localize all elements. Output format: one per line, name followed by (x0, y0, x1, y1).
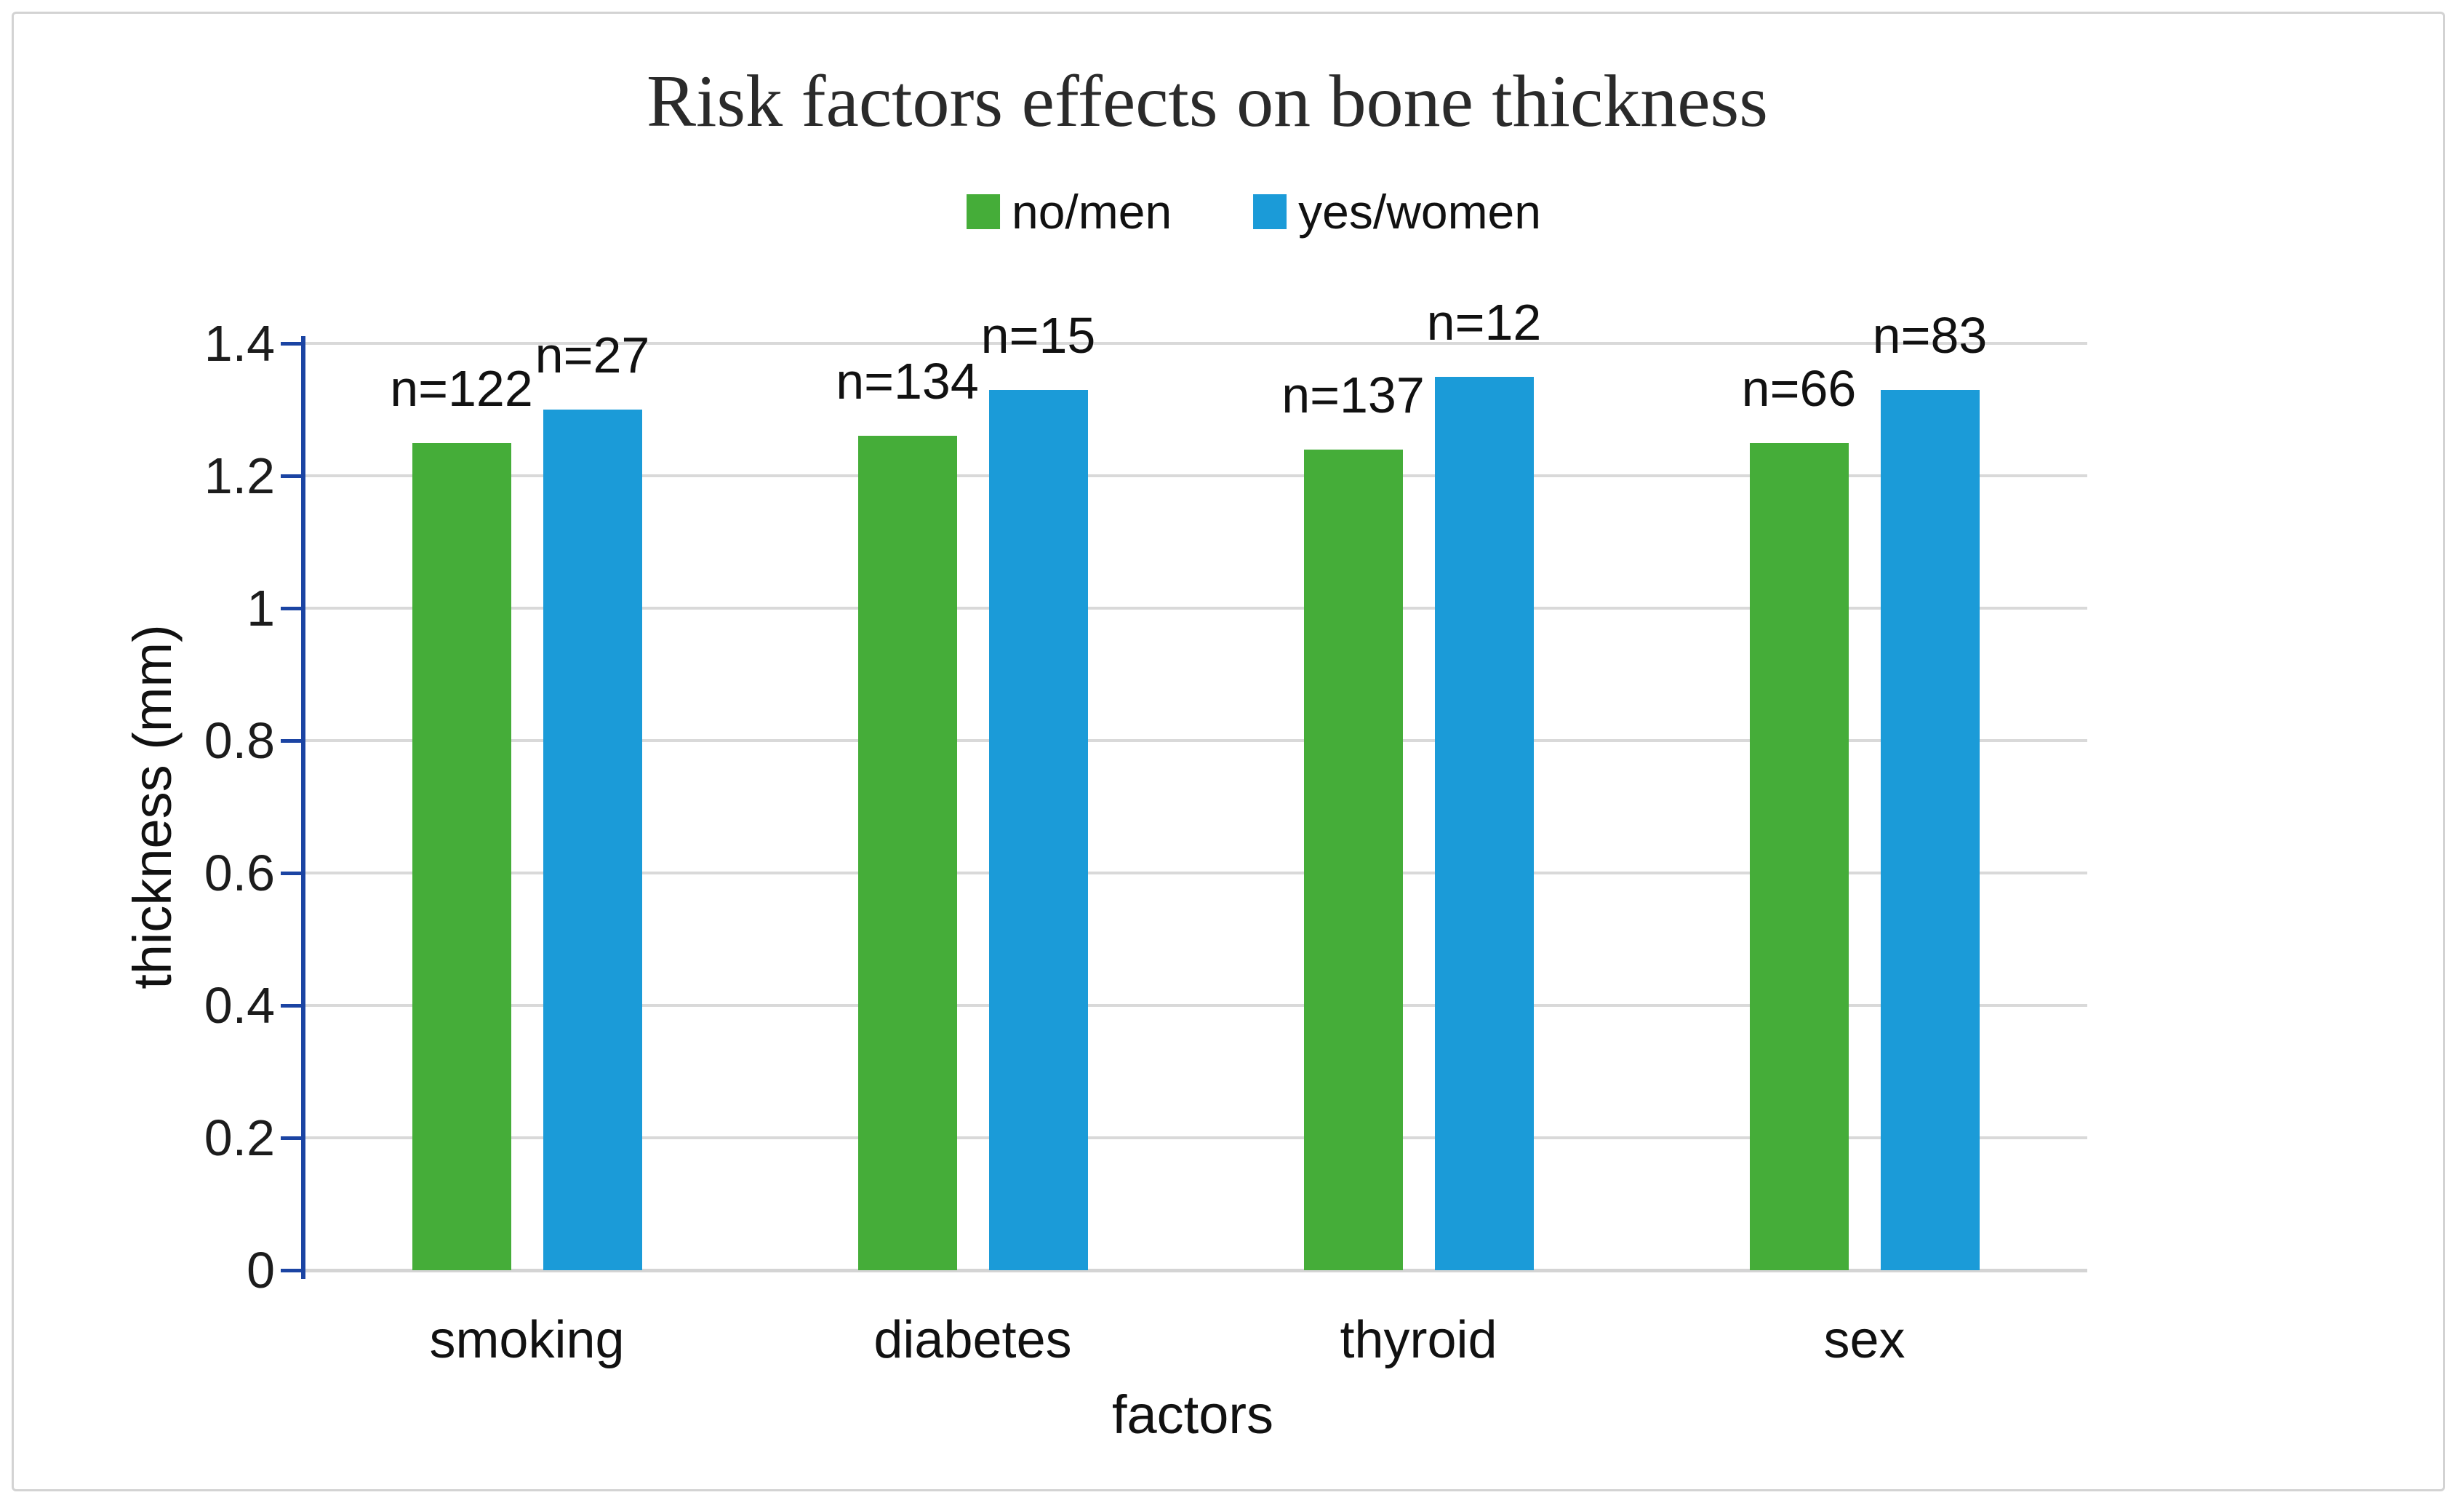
y-tick-label: 0.4 (204, 977, 275, 1034)
bar-yes-women-sex (1880, 389, 1980, 1270)
y-tick-label: 1 (247, 580, 275, 637)
bar-label: n=27 (535, 327, 650, 383)
y-axis-title: thickness (mm) (122, 624, 183, 989)
y-axis-line (301, 336, 305, 1279)
y-axis-tick (281, 607, 303, 610)
legend: no/men yes/women (967, 188, 1541, 236)
y-axis-tick (281, 1004, 303, 1008)
bar-label: n=137 (1281, 366, 1425, 423)
y-tick-label: 0.6 (204, 845, 275, 901)
bar-yes-women-thyroid (1434, 376, 1534, 1270)
y-tick-label: 0 (247, 1242, 275, 1299)
x-category-label: thyroid (1340, 1311, 1497, 1369)
legend-item-yes-women: yes/women (1253, 188, 1541, 236)
bar-label: n=134 (836, 353, 979, 410)
gridline (304, 739, 2087, 742)
legend-label-no-men: no/men (1012, 185, 1172, 239)
gridline (304, 872, 2087, 874)
y-axis-tick (281, 739, 303, 743)
gridline (304, 607, 2087, 610)
x-axis-line (304, 1269, 2087, 1272)
bar-no-men-thyroid (1303, 449, 1403, 1270)
gridline (304, 474, 2087, 477)
legend-item-no-men: no/men (967, 188, 1172, 236)
gridline (304, 1004, 2087, 1007)
bar-yes-women-smoking (543, 410, 642, 1270)
bar-label: n=12 (1426, 293, 1542, 351)
legend-swatch-green-icon (967, 194, 1001, 229)
bar-label: n=83 (1872, 306, 1988, 364)
x-category-label: diabetes (873, 1311, 1072, 1369)
y-tick-label: 1.4 (204, 315, 275, 372)
bar-no-men-smoking (412, 442, 511, 1270)
x-category-label: smoking (429, 1311, 625, 1369)
chart-title: Risk factors effects on bone thickness (647, 60, 1768, 143)
gridline (304, 342, 2087, 345)
y-axis-tick (281, 1269, 303, 1272)
legend-swatch-blue-icon (1253, 194, 1287, 229)
y-axis-tick (281, 342, 303, 346)
bar-yes-women-diabetes (988, 389, 1088, 1270)
bar-label: n=15 (980, 306, 1096, 364)
bar-label: n=122 (390, 359, 533, 417)
y-tick-label: 1.2 (204, 447, 275, 504)
y-axis-tick (281, 1136, 303, 1140)
legend-label-yes-women: yes/women (1298, 185, 1541, 239)
y-axis-tick (281, 474, 303, 478)
y-tick-label: 0.2 (204, 1109, 275, 1166)
bar-label: n=66 (1741, 359, 1857, 417)
gridline (304, 1136, 2087, 1139)
y-axis-tick (281, 872, 303, 875)
x-axis-title: factors (1111, 1384, 1274, 1445)
x-category-label: sex (1823, 1311, 1905, 1369)
bar-no-men-sex (1749, 442, 1849, 1270)
y-tick-label: 0.8 (204, 712, 275, 769)
bar-no-men-diabetes (857, 436, 957, 1270)
